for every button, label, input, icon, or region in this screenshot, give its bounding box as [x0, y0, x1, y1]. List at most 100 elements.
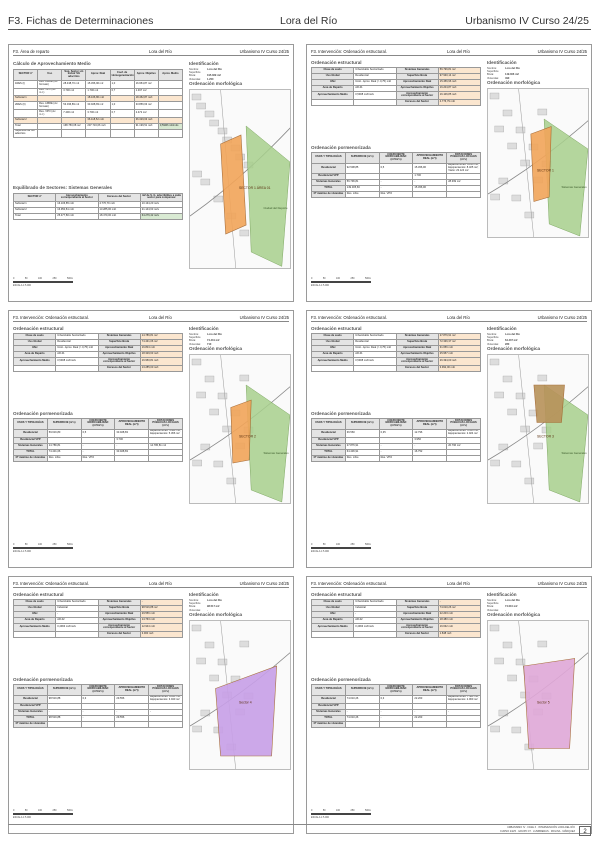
table-cell [157, 87, 184, 97]
identification-label: Superficie Bruta: [189, 71, 201, 78]
scale-tick-label: 100 [38, 543, 43, 546]
structural-heading: Ordenación estructural [13, 592, 64, 597]
identification-label: Superficie Bruta: [487, 336, 499, 343]
sheet-course: Urbanismo IV Curso 24/25 [239, 581, 289, 586]
table-cell: 16.632 m2t [437, 623, 482, 632]
table-cell: m2 de S. G. adscribibles a cada sector p… [139, 193, 184, 202]
page-number: 2 [579, 826, 591, 836]
table-cell: Aprovechamiento correspondiente al Secto… [97, 357, 141, 366]
calc-heading: Cálculo de Aprovechamiento Medio [13, 61, 91, 66]
table-cell: USOS Y TIPOLOGÍAS [311, 418, 346, 430]
scale-graphic [13, 813, 73, 815]
table-cell: Aprovechamiento correspondiente al Secto… [97, 623, 141, 632]
scale-segment [43, 547, 57, 549]
table-row: Subtotal 1 18.166,86 m2t 18.452,87 m2t [12, 95, 184, 103]
sheet-place: Lora del Río [447, 315, 470, 320]
morphology-map: Sector 5 [487, 620, 589, 770]
table-cell: 1,0 [109, 79, 135, 89]
city-block [196, 391, 206, 399]
scale-ticks: 0 50 100 250 500m [13, 543, 73, 546]
table-cell: 15.456,96 m2 [85, 79, 111, 89]
table-cell: Res. VPO [378, 191, 414, 199]
table-cell: 0,4993 m2t/m2s [353, 623, 397, 632]
identification-block: Nombre: Lora del Río Superficie Bruta: 98.5… [189, 599, 222, 612]
table-row: Superficie de SG adscritos [12, 128, 184, 138]
identification-label: Superficie Bruta: [189, 602, 201, 609]
scale-tick-label: 50 [24, 809, 28, 812]
table-cell: Res. LIBRE (viv. formato) [37, 101, 63, 111]
city-block [239, 640, 250, 648]
sheet-header: F3. Área de reparto Lora del Río Urbanismo… [13, 48, 289, 56]
table-row: Nº máximo de viviendas Res. Libre Res. VPO [311, 454, 481, 462]
table-cell: 2.472 m2 [133, 109, 159, 118]
city-block [196, 102, 206, 110]
table-cell: 13.285,00 m2t [139, 364, 184, 372]
scale-segment [325, 813, 341, 815]
table-cell: Espacios libres: 9.250 m2; Equipamientos… [446, 162, 481, 175]
scale-tick-label: 0 [311, 277, 313, 280]
identification-block: Nombre: Lora del Río Superficie Bruta: 74.0… [487, 599, 520, 612]
scale-note: ESCALA 1:5.000 [311, 283, 329, 287]
city-block [192, 459, 202, 467]
table-cell: SUPERFICIE (m²s) [344, 684, 380, 696]
scale-graphic [13, 281, 73, 283]
detailed-table: USOS Y TIPOLOGÍAS SUPERFICIE (m²s) COEFICI… [311, 152, 481, 199]
scale-ticks: 0 50 100 250 500m [311, 809, 371, 812]
table-cell: USOS Y TIPOLOGÍAS [311, 152, 346, 164]
identification-value: 149.306 m2 [505, 73, 519, 77]
table-row: Excesos del Sector 3.000 m2t [12, 630, 184, 638]
table-row: Excesos del Sector 4.776,79 m2t [310, 98, 482, 106]
scale-segment [43, 281, 57, 283]
table-cell: Espacios libres: 7.401 m2; Equipamientos… [446, 694, 481, 704]
sheet-title: F3. Intervención: Ordenación estructural… [13, 315, 89, 320]
table-cell [55, 364, 99, 372]
table-row: Aprovechamiento Medio 0,4993 m2t/m2s Aprov… [310, 623, 482, 632]
city-block [191, 93, 202, 101]
city-block [502, 375, 513, 383]
green-space-polygon [245, 384, 290, 503]
table-cell [114, 454, 150, 462]
table-cell: Sup. Sector sin incluir SG adscritos [61, 69, 87, 81]
detailed-table: USOS Y TIPOLOGÍAS SUPERFICIE (m²s) COEFICI… [311, 418, 481, 462]
city-block [533, 442, 543, 450]
table-cell: DOTACIONES PÚBLICAS LOCALES (m²s) [446, 684, 481, 696]
table-cell: 25.957 m2t [437, 351, 482, 358]
city-block [507, 674, 517, 682]
city-block [511, 460, 522, 468]
table-cell: 3.700 m2 [61, 87, 87, 97]
table-row: Residencial 74.010,26 0,3 22.203 Espacios li… [311, 694, 481, 704]
table-cell: APROVECHAMIENTO REAL (m²t) [412, 418, 448, 430]
table-cell: COEFICIENTE EDIFICABILIDAD (m²t/m²s) [80, 684, 116, 696]
table-row: Residencial 36.560 0,35 12.796 Espacios libr… [311, 428, 481, 438]
sheet-course: Urbanismo IV Curso 24/25 [537, 49, 587, 54]
scale-tick-label: 250 [350, 809, 355, 812]
identification-value: 490 [505, 76, 510, 80]
table-cell: Aprovechamiento correspondiente al Secto… [395, 623, 439, 632]
city-block [502, 109, 513, 117]
sheet-title: F3. Intervención: Ordenación estructural… [311, 49, 387, 54]
scale-bar: 0 50 100 250 500m ESCALA 1:5.000 [311, 277, 371, 287]
document-place: Lora del Río [280, 15, 338, 27]
sheet-5: F3. Intervención: Ordenación estructural… [8, 576, 294, 834]
identification-label: Nombre: [487, 333, 497, 336]
table-row: Nº máximo de viviendas Res. Libre Res. VPO [311, 191, 481, 199]
table-cell: DOTACIONES PÚBLICAS LOCALES (m²s) [446, 152, 481, 164]
table-cell: 1RES (I) [12, 79, 39, 89]
table-cell: 26.394,00 m2t [437, 357, 482, 366]
table-cell: SUPERFICIE (m²s) [344, 152, 380, 164]
table-row: Total 168.750,08 m2 207.716,66 m2t 91.199,5… [12, 122, 184, 130]
identification-value: 710 [207, 342, 212, 346]
sheet-header: F3. Intervención: Ordenación estructural… [13, 314, 289, 322]
green-space-label: Sistemas Generales [561, 451, 587, 455]
table-cell: 12.944 m2t [139, 623, 184, 632]
table-row: Res. VPO (viv. m.t.) 3.700 m2 1.700 m2 0,7 1… [12, 87, 184, 97]
table-row: TOTAL 98.516,88-29.556 [13, 714, 183, 722]
table-cell [310, 98, 355, 106]
table-cell: Res. VPO (viv. m.t.) [37, 109, 63, 118]
table-cell: 2RES (II) [12, 101, 39, 111]
detailed-heading: Ordenación pormenorizada [13, 411, 73, 416]
identification-value: 195.369 m2 [207, 74, 221, 78]
sheet-title: F3. Intervención: Ordenación estructural… [311, 581, 387, 586]
table-cell: Excesos del Sector [97, 193, 141, 202]
table-cell: Aprovechamiento correspondiente al Secto… [395, 91, 439, 100]
